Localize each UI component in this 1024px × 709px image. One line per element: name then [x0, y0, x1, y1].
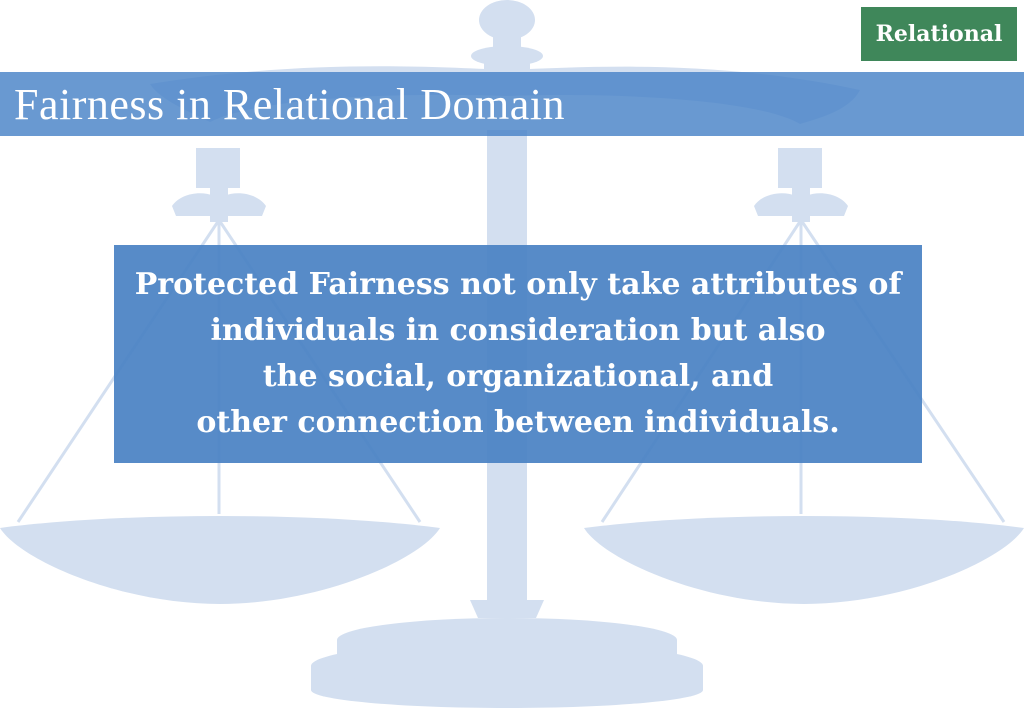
content-line: Protected Fairness not only take attribu…	[134, 267, 902, 302]
relational-tag-label: Relational	[875, 21, 1003, 47]
content-line: the social, organizational, and	[262, 359, 774, 394]
relational-tag: Relational	[861, 7, 1017, 61]
title-band: Fairness in Relational Domain	[0, 72, 1024, 136]
content-box: Protected Fairness not only take attribu…	[114, 245, 922, 463]
page-title: Fairness in Relational Domain	[14, 79, 565, 129]
content-line: individuals in consideration but also	[210, 313, 826, 348]
content-line: other connection between individuals.	[196, 405, 840, 440]
